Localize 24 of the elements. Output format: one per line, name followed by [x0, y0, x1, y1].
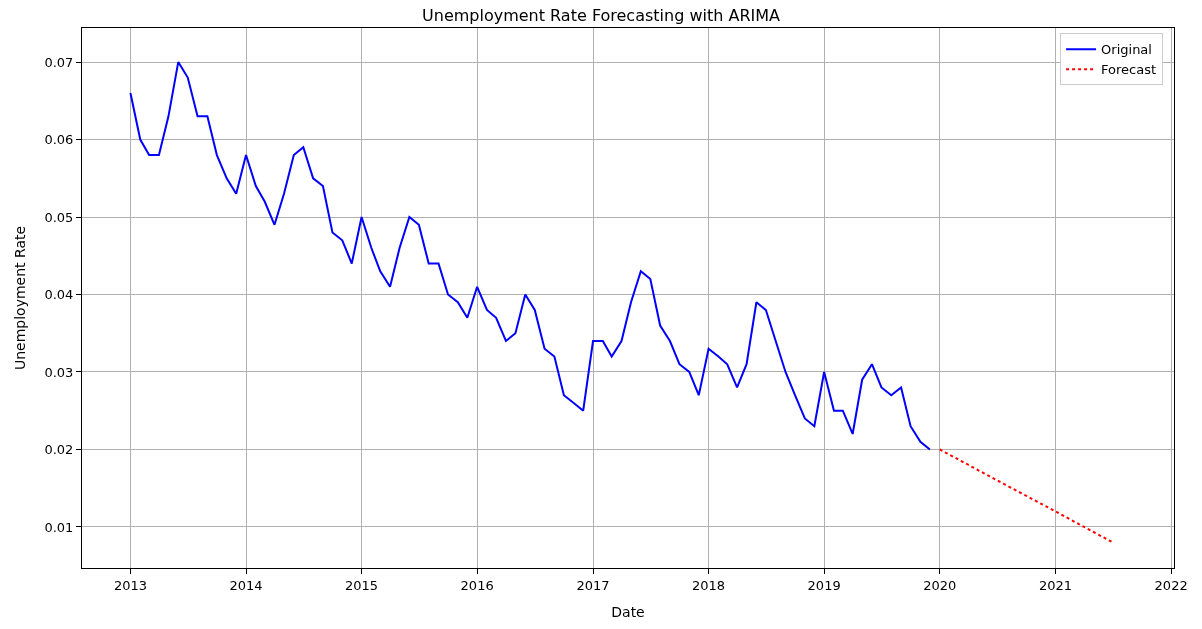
y-tick-label: 0.01 [44, 519, 74, 535]
y-axis-title: Unemployment Rate [12, 225, 29, 371]
line-series [129, 61, 931, 451]
legend-label: Forecast [1101, 62, 1157, 78]
x-tick-label: 2019 [807, 577, 841, 593]
x-tick-label: 2021 [1039, 577, 1073, 593]
y-tick-label: 0.03 [44, 364, 74, 380]
x-tick-label: 2013 [113, 577, 147, 593]
y-tick-label: 0.06 [44, 132, 74, 148]
x-axis-title: Date [611, 603, 645, 620]
x-tick-label: 2018 [692, 577, 726, 593]
y-tick-label: 0.04 [44, 287, 74, 303]
y-tick-label: 0.02 [44, 442, 74, 458]
x-tick-label: 2020 [923, 577, 957, 593]
x-tick-label: 2015 [345, 577, 379, 593]
x-tick-label: 2014 [229, 577, 263, 593]
line-series [938, 448, 1114, 544]
legend-label: Original [1101, 42, 1152, 58]
x-tick-label: 2016 [460, 577, 494, 593]
y-tick-label: 0.05 [44, 209, 74, 225]
y-tick-label: 0.07 [44, 54, 74, 70]
x-tick-label: 2017 [576, 577, 610, 593]
x-tick-label: 2022 [1154, 577, 1188, 593]
chart-title: Unemployment Rate Forecasting with ARIMA [422, 5, 781, 25]
